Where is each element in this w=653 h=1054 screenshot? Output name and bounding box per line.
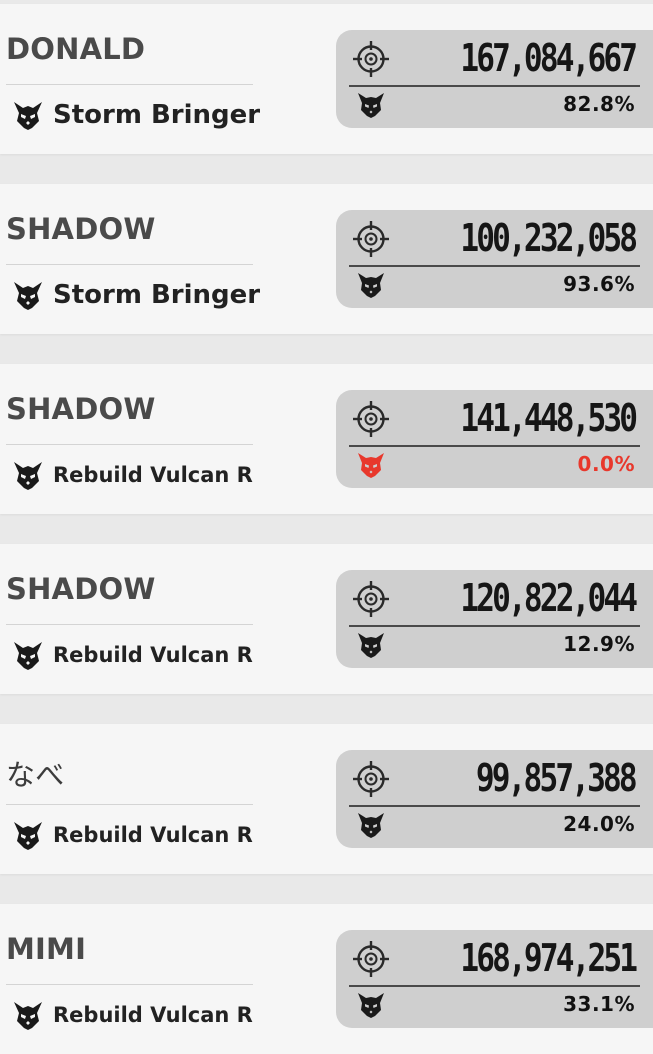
stats-panel: 141,448,530 0.0% <box>336 390 653 488</box>
stats-divider <box>349 625 640 627</box>
weapon-name: Rebuild Vulcan R <box>53 823 253 847</box>
demon-emblem-icon <box>12 279 44 311</box>
player-card[interactable]: MIMI Rebuild Vulcan R 168,974,251 33.1% <box>0 904 653 1054</box>
skull-icon <box>357 91 385 119</box>
demon-emblem-icon <box>12 999 44 1031</box>
damage-row: 167,084,667 <box>336 36 653 82</box>
demon-emblem-icon <box>12 99 44 131</box>
weapon-info: Storm Bringer <box>12 278 260 312</box>
skull-icon <box>357 631 385 659</box>
skull-icon <box>357 991 385 1019</box>
percent-row: 12.9% <box>336 630 653 664</box>
percent-row: 93.6% <box>336 270 653 304</box>
damage-value: 141,448,530 <box>460 396 638 440</box>
percent-value: 93.6% <box>563 272 635 296</box>
damage-row: 100,232,058 <box>336 216 653 262</box>
stats-divider <box>349 445 640 447</box>
percent-row: 33.1% <box>336 990 653 1024</box>
player-name: DONALD <box>6 32 146 66</box>
crosshair-icon <box>352 400 390 438</box>
player-card[interactable]: SHADOW Rebuild Vulcan R 120,822,044 12.9… <box>0 544 653 694</box>
weapon-info: Rebuild Vulcan R <box>12 998 253 1032</box>
percent-row: 24.0% <box>336 810 653 844</box>
percent-row: 82.8% <box>336 90 653 124</box>
damage-value: 99,857,388 <box>476 756 638 800</box>
damage-value: 168,974,251 <box>460 936 638 980</box>
percent-row: 0.0% <box>336 450 653 484</box>
damage-value: 100,232,058 <box>460 216 638 260</box>
percent-value: 24.0% <box>563 812 635 836</box>
weapon-info: Storm Bringer <box>12 98 260 132</box>
player-card[interactable]: SHADOW Storm Bringer 100,232,058 93.6% <box>0 184 653 334</box>
weapon-info: Rebuild Vulcan R <box>12 458 253 492</box>
stats-divider <box>349 805 640 807</box>
player-card[interactable]: なべ Rebuild Vulcan R 99,857,388 24.0% <box>0 724 653 874</box>
damage-row: 99,857,388 <box>336 756 653 802</box>
name-divider <box>6 444 253 445</box>
stats-panel: 168,974,251 33.1% <box>336 930 653 1028</box>
crosshair-icon <box>352 580 390 618</box>
crosshair-icon <box>352 40 390 78</box>
player-name: なべ <box>6 758 65 792</box>
stats-divider <box>349 265 640 267</box>
damage-row: 120,822,044 <box>336 576 653 622</box>
player-card[interactable]: SHADOW Rebuild Vulcan R 141,448,530 0.0% <box>0 364 653 514</box>
percent-value: 12.9% <box>563 632 635 656</box>
stats-panel: 100,232,058 93.6% <box>336 210 653 308</box>
weapon-info: Rebuild Vulcan R <box>12 818 253 852</box>
skull-icon <box>357 451 385 479</box>
name-divider <box>6 624 253 625</box>
stats-divider <box>349 985 640 987</box>
demon-emblem-icon <box>12 459 44 491</box>
demon-emblem-icon <box>12 819 44 851</box>
skull-icon <box>357 811 385 839</box>
name-divider <box>6 984 253 985</box>
stats-panel: 99,857,388 24.0% <box>336 750 653 848</box>
demon-emblem-icon <box>12 639 44 671</box>
crosshair-icon <box>352 760 390 798</box>
weapon-info: Rebuild Vulcan R <box>12 638 253 672</box>
player-name: SHADOW <box>6 212 156 246</box>
weapon-name: Rebuild Vulcan R <box>53 643 253 667</box>
stats-panel: 167,084,667 82.8% <box>336 30 653 128</box>
name-divider <box>6 264 253 265</box>
weapon-name: Storm Bringer <box>53 280 261 310</box>
player-name: SHADOW <box>6 572 156 606</box>
name-divider <box>6 804 253 805</box>
crosshair-icon <box>352 220 390 258</box>
crosshair-icon <box>352 940 390 978</box>
player-name: SHADOW <box>6 392 156 426</box>
player-name: MIMI <box>6 932 87 966</box>
damage-value: 120,822,044 <box>460 576 638 620</box>
stats-panel: 120,822,044 12.9% <box>336 570 653 668</box>
percent-value: 82.8% <box>563 92 635 116</box>
skull-icon <box>357 271 385 299</box>
damage-row: 141,448,530 <box>336 396 653 442</box>
percent-value: 33.1% <box>563 992 635 1016</box>
damage-value: 167,084,667 <box>460 36 638 80</box>
weapon-name: Storm Bringer <box>53 100 261 130</box>
damage-row: 168,974,251 <box>336 936 653 982</box>
player-card[interactable]: DONALD Storm Bringer 167,084,667 82.8% <box>0 4 653 154</box>
weapon-name: Rebuild Vulcan R <box>53 1003 253 1027</box>
name-divider <box>6 84 253 85</box>
stats-divider <box>349 85 640 87</box>
percent-value: 0.0% <box>577 452 635 476</box>
weapon-name: Rebuild Vulcan R <box>53 463 253 487</box>
